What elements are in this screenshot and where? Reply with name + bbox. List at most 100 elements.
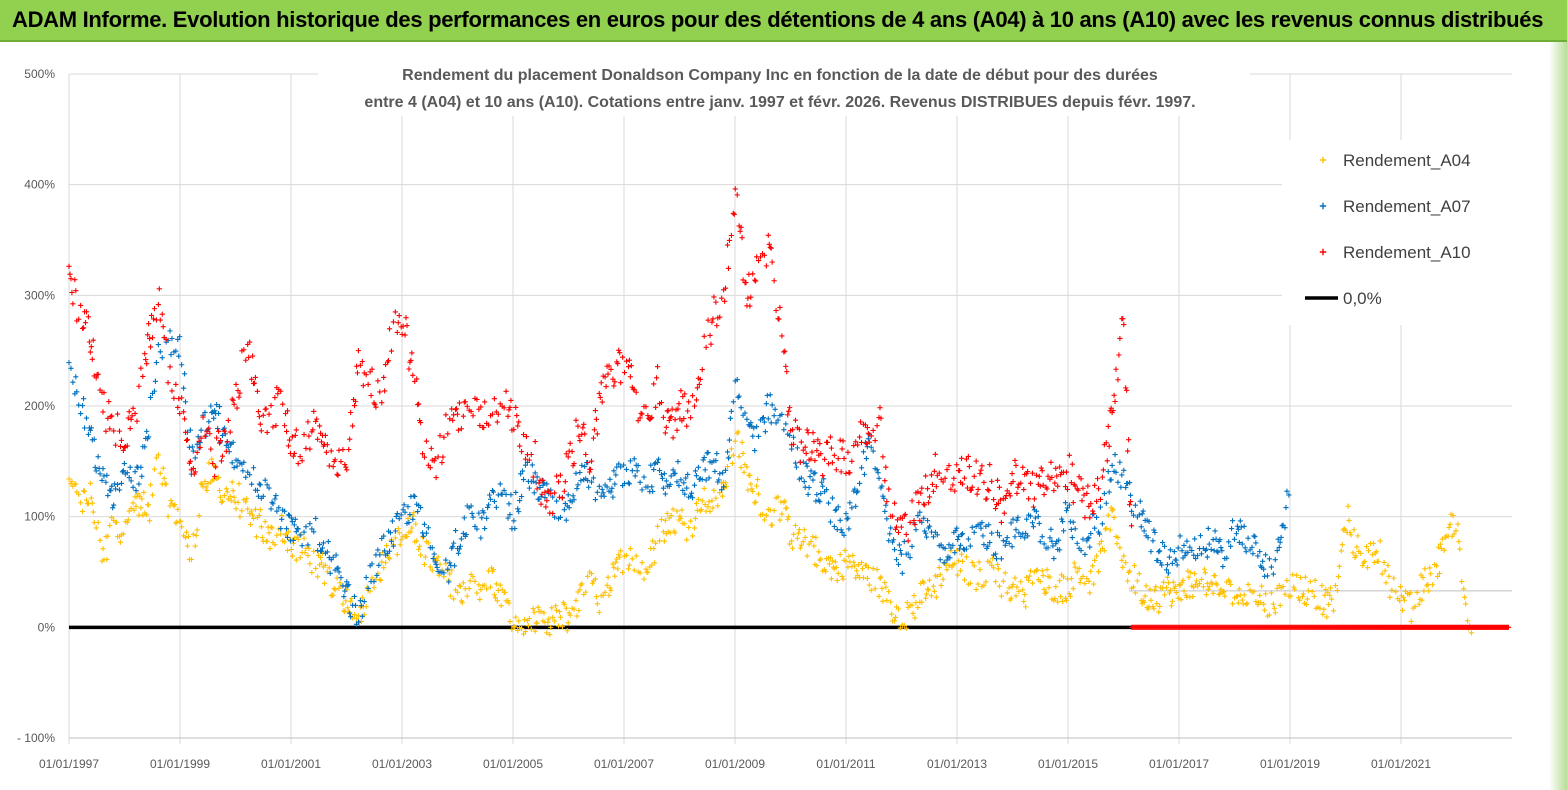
data-point-a07	[1056, 537, 1062, 543]
data-point-a07	[855, 488, 861, 494]
data-point-a10	[732, 186, 738, 192]
data-point-a04	[835, 570, 841, 576]
data-point-a04	[924, 591, 930, 597]
data-point-a10	[260, 412, 266, 418]
data-point-a10	[433, 474, 439, 481]
data-point-a10	[789, 427, 796, 433]
data-point-a07	[532, 470, 538, 476]
data-point-a04	[958, 551, 965, 557]
data-point-a07	[136, 481, 142, 487]
data-point-a10	[1086, 503, 1092, 510]
data-point-a04	[1324, 614, 1330, 620]
data-point-a10	[705, 317, 711, 323]
data-point-a07	[1108, 477, 1114, 483]
data-point-a04	[779, 511, 785, 517]
data-point-a04	[87, 480, 93, 486]
data-point-a07	[1270, 571, 1276, 577]
data-point-a04	[249, 512, 256, 518]
data-point-a10	[160, 324, 166, 330]
data-point-a04	[545, 619, 551, 625]
data-point-a07	[853, 503, 859, 509]
data-point-a04	[981, 582, 987, 588]
data-point-a04	[236, 481, 242, 487]
data-point-a04	[379, 559, 385, 565]
data-point-a07	[1275, 536, 1281, 542]
data-point-a07	[325, 538, 331, 545]
data-point-a04	[355, 613, 362, 619]
data-point-a10	[105, 415, 111, 421]
data-point-a07	[522, 462, 529, 468]
data-point-a04	[531, 609, 537, 615]
data-point-a07	[695, 464, 701, 470]
data-point-a07	[425, 525, 431, 531]
data-point-a07	[482, 525, 488, 532]
data-point-a10	[730, 210, 736, 216]
data-point-a07	[790, 434, 797, 440]
data-point-a10	[838, 469, 844, 475]
data-point-a04	[971, 563, 977, 569]
data-point-a04	[752, 500, 758, 506]
data-point-a04	[405, 515, 411, 522]
data-point-a07	[336, 569, 342, 575]
data-point-a10	[478, 404, 484, 410]
data-point-a07	[890, 539, 896, 545]
data-point-a07	[1283, 504, 1289, 511]
legend-label: Rendement_A10	[1343, 243, 1471, 262]
data-point-a04	[1290, 572, 1296, 578]
data-point-a04	[823, 569, 829, 575]
data-point-a04	[1420, 574, 1426, 581]
data-point-a10	[585, 459, 591, 466]
data-point-a10	[506, 407, 512, 413]
data-point-a07	[1192, 536, 1198, 542]
data-point-a07	[909, 543, 915, 550]
legend-background	[1282, 140, 1512, 325]
data-point-a10	[626, 357, 633, 363]
data-point-a04	[1151, 606, 1157, 612]
data-point-a04	[79, 508, 86, 515]
data-point-a04	[1010, 581, 1016, 588]
data-point-a10	[1021, 486, 1027, 493]
data-point-a10	[1124, 387, 1130, 393]
data-point-a04	[593, 594, 599, 600]
data-point-a04	[1412, 603, 1418, 610]
data-point-a04	[1115, 534, 1121, 541]
data-point-a04	[218, 499, 225, 505]
data-point-a04	[1214, 582, 1220, 588]
data-point-a10	[342, 461, 348, 468]
data-point-a10	[865, 430, 871, 436]
data-point-a07	[675, 459, 681, 465]
data-point-a04	[1080, 573, 1086, 580]
data-point-a10	[912, 521, 918, 528]
data-point-a04	[843, 558, 849, 564]
data-point-a04	[735, 429, 741, 435]
data-point-a04	[842, 547, 848, 554]
data-point-a04	[1134, 578, 1140, 584]
data-point-a04	[525, 623, 532, 629]
data-point-a10	[877, 405, 883, 411]
data-point-a04	[526, 615, 532, 622]
data-point-a10	[1505, 624, 1512, 630]
data-point-a07	[455, 550, 462, 556]
data-point-a07	[153, 359, 160, 366]
data-point-a07	[517, 497, 523, 504]
data-point-a04	[233, 506, 239, 512]
data-point-a04	[351, 611, 358, 618]
data-point-a07	[274, 508, 280, 514]
data-point-a04	[688, 518, 694, 524]
data-point-a04	[1027, 568, 1034, 574]
data-point-a04	[467, 578, 473, 584]
data-point-a10	[219, 453, 226, 459]
data-point-a10	[928, 472, 935, 478]
data-point-a07	[515, 506, 521, 512]
data-point-a04	[754, 483, 760, 489]
data-point-a10	[740, 277, 746, 283]
data-point-a07	[87, 427, 93, 433]
data-point-a10	[561, 488, 567, 494]
data-point-a10	[1090, 508, 1096, 514]
data-point-a04	[224, 489, 230, 495]
data-point-a10	[282, 423, 288, 429]
data-point-a04	[1393, 589, 1399, 595]
data-point-a04	[878, 574, 884, 580]
data-point-a04	[880, 598, 886, 604]
data-point-a10	[103, 428, 109, 434]
